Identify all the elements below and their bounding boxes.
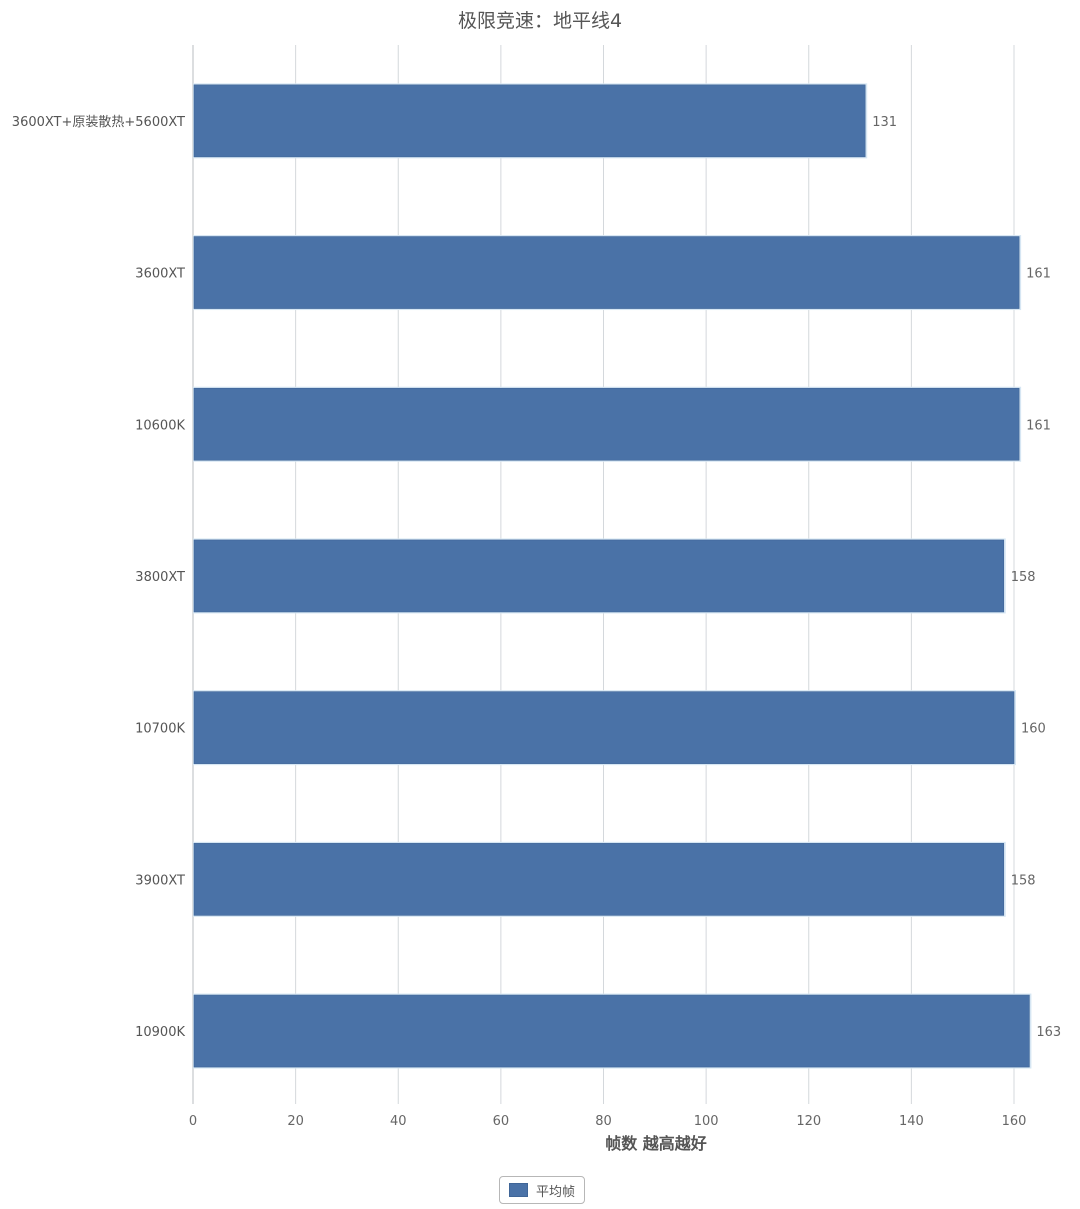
x-axis-title: 帧数 越高越好 bbox=[605, 1134, 707, 1153]
legend-swatch bbox=[509, 1183, 528, 1197]
bar bbox=[193, 691, 1015, 764]
y-tick-label: 3800XT bbox=[135, 570, 185, 585]
y-tick-label: 3900XT bbox=[135, 873, 185, 888]
x-tick-label: 0 bbox=[189, 1114, 197, 1129]
data-label: 163 bbox=[1036, 1025, 1061, 1040]
data-label: 160 bbox=[1021, 722, 1046, 737]
bar bbox=[193, 387, 1020, 461]
data-label: 131 bbox=[872, 115, 897, 130]
bar bbox=[193, 84, 866, 158]
x-tick-label: 60 bbox=[493, 1114, 510, 1129]
x-tick-label: 160 bbox=[1002, 1114, 1027, 1129]
legend-label: 平均帧 bbox=[536, 1184, 576, 1200]
y-tick-label: 3600XT bbox=[135, 267, 185, 282]
y-tick-label: 10600K bbox=[135, 418, 185, 433]
data-label: 158 bbox=[1011, 570, 1036, 585]
x-tick-label: 120 bbox=[796, 1114, 821, 1129]
y-tick-label: 10900K bbox=[135, 1025, 185, 1040]
y-tick-label: 3600XT+原装散热+5600XT bbox=[12, 115, 185, 130]
x-tick-label: 100 bbox=[694, 1114, 719, 1129]
x-tick-label: 80 bbox=[595, 1114, 612, 1129]
bar bbox=[193, 539, 1005, 613]
y-tick-label: 10700K bbox=[135, 722, 185, 737]
x-tick-label: 140 bbox=[899, 1114, 924, 1129]
bar bbox=[193, 236, 1020, 309]
chart-legend[interactable]: 平均帧 bbox=[499, 1176, 586, 1204]
bar bbox=[193, 994, 1030, 1068]
data-label: 161 bbox=[1026, 418, 1051, 433]
data-label: 158 bbox=[1011, 873, 1036, 888]
bar bbox=[193, 843, 1005, 916]
x-tick-label: 40 bbox=[390, 1114, 407, 1129]
chart-title: 极限竞速：地平线4 bbox=[457, 10, 623, 32]
data-label: 161 bbox=[1026, 267, 1051, 282]
x-tick-label: 20 bbox=[287, 1114, 304, 1129]
